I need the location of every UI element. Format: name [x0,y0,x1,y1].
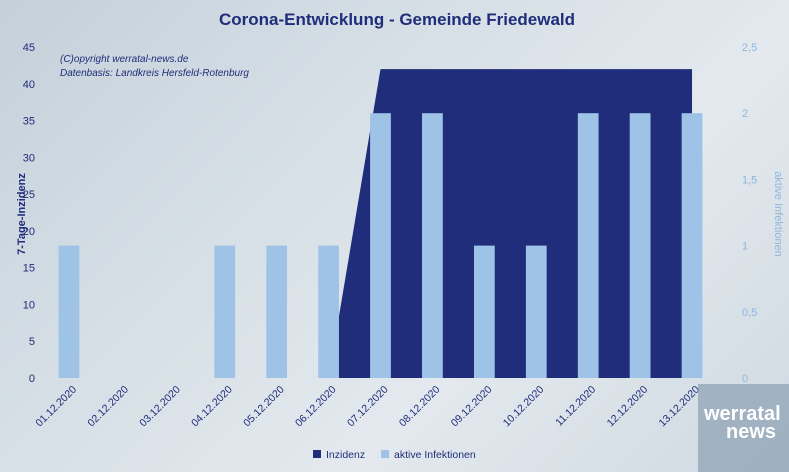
bar-aktive-infektionen [370,113,391,378]
bar-aktive-infektionen [577,113,599,378]
legend: Inzidenz aktive Infektionen [313,449,476,461]
y-left-tick-label: 10 [23,299,35,311]
y-left-tick-label: 25 [23,189,35,201]
y-right-tick-label: 0 [742,373,748,385]
y-left-tick-label: 45 [23,42,35,54]
legend-label-aktive-infektionen: aktive Infektionen [394,449,476,461]
x-tick-label: 01.12.2020 [33,384,79,430]
x-axis: 01.12.2020 02.12.2020 03.12.2020 04.12.2020… [33,384,702,430]
y-right-tick-label: 2 [742,108,748,120]
y-left-tick-label: 30 [23,152,35,164]
plot-area [58,69,703,379]
x-tick-label: 13.12.2020 [657,384,703,430]
bar-aktive-infektionen [422,113,443,378]
logo-backdrop [698,384,789,472]
y-right-tick-label: 0,5 [742,307,757,319]
y-left-tick-label: 40 [23,79,35,91]
x-tick-label: 12.12.2020 [605,384,651,430]
x-tick-label: 06.12.2020 [293,384,339,430]
bar-aktive-infektionen [473,245,495,378]
legend-label-inzidenz: Inzidenz [326,449,365,461]
y-left-tick-label: 15 [23,263,35,275]
bar-aktive-infektionen [681,113,703,378]
logo-line2: news [726,421,776,443]
y-right-tick-label: 2,5 [742,42,757,54]
x-tick-label: 10.12.2020 [501,384,547,430]
legend-swatch-aktive-infektionen [381,450,389,458]
chart-title: Corona-Entwicklung - Gemeinde Friedewald [219,10,575,29]
bar-aktive-infektionen [266,245,288,378]
y-right-tick-label: 1,5 [742,174,757,186]
x-tick-label: 08.12.2020 [397,384,443,430]
y-left-tick-label: 35 [23,116,35,128]
y-left-tick-label: 0 [29,373,35,385]
y-axis-left: 0 5 10 15 20 25 30 35 40 45 [23,42,35,385]
x-tick-label: 09.12.2020 [449,384,495,430]
bar-aktive-infektionen [318,245,339,378]
y-left-tick-label: 5 [29,336,35,348]
werratal-news-logo: werratal news [698,384,789,472]
copyright-text: (C)opyright werratal-news.de [60,54,189,65]
y-axis-right: 0 0,5 1 1,5 2 2,5 [742,42,757,385]
data-source-text: Datenbasis: Landkreis Hersfeld-Rotenburg [60,68,249,79]
bar-aktive-infektionen [58,245,80,378]
bar-aktive-infektionen [525,245,547,378]
x-tick-label: 03.12.2020 [137,384,183,430]
x-tick-label: 02.12.2020 [85,384,131,430]
y-axis-left-title: 7-Tage-Inzidenz [16,173,28,255]
x-tick-label: 04.12.2020 [189,384,235,430]
y-axis-right-title: aktive Infektionen [772,171,784,257]
logo-line1: werratal [703,403,781,425]
y-right-tick-label: 1 [742,241,748,253]
bar-aktive-infektionen [214,245,236,378]
y-left-tick-label: 20 [23,226,35,238]
x-tick-label: 11.12.2020 [553,384,598,429]
x-tick-label: 05.12.2020 [241,384,287,430]
legend-swatch-inzidenz [313,450,321,458]
x-tick-label: 07.12.2020 [345,384,391,430]
bar-aktive-infektionen [629,113,651,378]
